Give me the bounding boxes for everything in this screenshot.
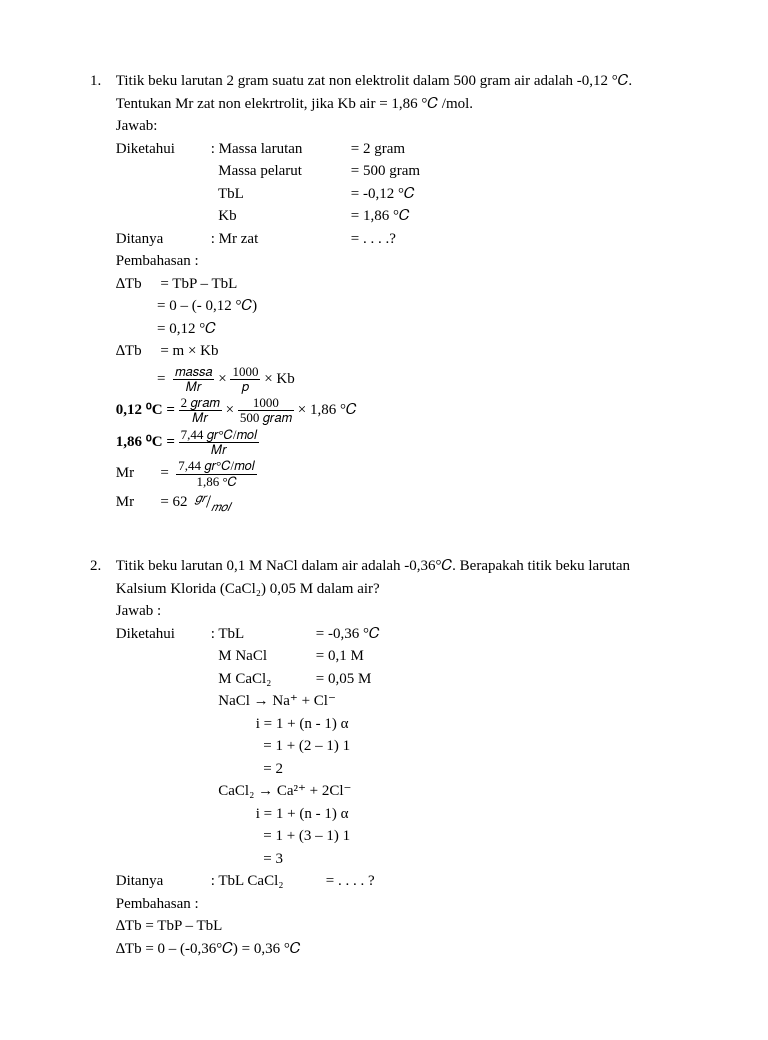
calc-line: Mr = 62 𝑔𝑟/𝑚𝑜𝑙 [116, 491, 696, 514]
fraction: 1000500 𝑔𝑟𝑎𝑚 [238, 396, 294, 426]
fraction: 7,44 𝑔𝑟°𝐶/𝑚𝑜𝑙𝑀𝑟 [179, 428, 260, 458]
pembahasan-label: Pembahasan : [116, 250, 696, 273]
known-row: M NaCl= 0,1 M [116, 645, 696, 668]
calc-line: = 1 + (3 – 1) 1 [116, 825, 696, 848]
jawab-label: Jawab : [116, 600, 696, 623]
calc-line: = 0 – (- 0,12 °𝐶) [116, 295, 696, 318]
question-line: Titik beku larutan 2 gram suatu zat non … [116, 70, 696, 93]
problem-body: Titik beku larutan 0,1 M NaCl dalam air … [116, 555, 696, 960]
calc-line: = 1 + (2 – 1) 1 [116, 735, 696, 758]
calc-line: = 0,12 °𝐶 [116, 318, 696, 341]
question-line: Titik beku larutan 0,1 M NaCl dalam air … [116, 555, 696, 578]
asked-row: Ditanya: TbL CaCl₂= . . . . ? [116, 870, 696, 893]
calc-line: i = 1 + (n - 1) α [116, 713, 696, 736]
unit-fraction: 𝑔𝑟/𝑚𝑜𝑙 [195, 492, 230, 513]
asked-row: Ditanya: Mr zat= . . . .? [116, 228, 696, 251]
question-line: Tentukan Mr zat non elekrtrolit, jika Kb… [116, 93, 696, 116]
calc-line: = 2 [116, 758, 696, 781]
known-row: Diketahui: Massa larutan= 2 gram [116, 138, 696, 161]
question-line: Kalsium Klorida (CaCl₂) 0,05 M dalam air… [116, 578, 696, 601]
reaction-line: NaCl → Na⁺ + Cl⁻ [116, 690, 696, 713]
known-row: TbL= -0,12 °𝐶 [116, 183, 696, 206]
calc-line: 0,12 ⁰C = 2 𝑔𝑟𝑎𝑚𝑀𝑟 × 1000500 𝑔𝑟𝑎𝑚 × 1,86… [116, 396, 696, 426]
known-row: Massa pelarut= 500 gram [116, 160, 696, 183]
calc-line: ∆Tb = 0 – (-0,36°𝐶) = 0,36 °𝐶 [116, 938, 696, 961]
calc-line: = 𝑚𝑎𝑠𝑠𝑎𝑀𝑟 × 1000𝑝 × Kb [116, 365, 696, 395]
calc-line: 1,86 ⁰C = 7,44 𝑔𝑟°𝐶/𝑚𝑜𝑙𝑀𝑟 [116, 428, 696, 458]
calc-line: i = 1 + (n - 1) α [116, 803, 696, 826]
calc-line: ∆Tb = m × Kb [116, 340, 696, 363]
reaction-line: CaCl₂ → Ca²⁺ + 2Cl⁻ [116, 780, 696, 803]
problem-1: 1. Titik beku larutan 2 gram suatu zat n… [90, 70, 708, 515]
known-row: Diketahui: TbL= -0,36 °𝐶 [116, 623, 696, 646]
calc-line: = 3 [116, 848, 696, 871]
fraction: 𝑚𝑎𝑠𝑠𝑎𝑀𝑟 [173, 365, 215, 395]
problem-number: 2. [90, 555, 112, 578]
calc-line: ∆Tb = TbP – TbL [116, 273, 696, 296]
fraction: 1000𝑝 [230, 365, 260, 395]
pembahasan-label: Pembahasan : [116, 893, 696, 916]
fraction: 2 𝑔𝑟𝑎𝑚𝑀𝑟 [179, 396, 222, 426]
problem-number: 1. [90, 70, 112, 93]
calc-line: Mr = 7,44 𝑔𝑟°𝐶/𝑚𝑜𝑙1,86 °𝐶 [116, 459, 696, 489]
fraction: 7,44 𝑔𝑟°𝐶/𝑚𝑜𝑙1,86 °𝐶 [176, 459, 257, 489]
problem-body: Titik beku larutan 2 gram suatu zat non … [116, 70, 696, 515]
known-row: Kb= 1,86 °𝐶 [116, 205, 696, 228]
known-row: M CaCl₂= 0,05 M [116, 668, 696, 691]
problem-2: 2. Titik beku larutan 0,1 M NaCl dalam a… [90, 555, 708, 960]
calc-line: ∆Tb = TbP – TbL [116, 915, 696, 938]
jawab-label: Jawab: [116, 115, 696, 138]
